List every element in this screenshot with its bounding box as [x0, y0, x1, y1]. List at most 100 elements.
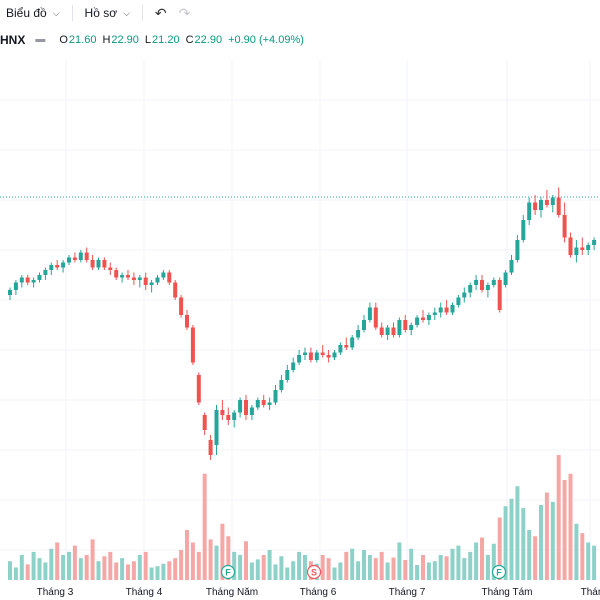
volume-bar: [249, 562, 254, 580]
candle-body: [367, 307, 372, 320]
volume-bar: [149, 567, 154, 580]
candle-body: [244, 400, 248, 415]
volume-bar: [267, 550, 272, 580]
volume-bar: [78, 558, 83, 580]
volume-bar: [120, 558, 125, 580]
volume-bar: [391, 557, 396, 580]
event-marker-icon[interactable]: [491, 564, 507, 580]
candle-body: [226, 415, 231, 420]
volume-bar: [320, 555, 325, 580]
volume-bar: [403, 560, 408, 580]
candle-body: [568, 237, 573, 255]
volume-bar: [285, 567, 290, 580]
volume-bar: [438, 555, 443, 580]
candle-body: [308, 352, 313, 360]
candle-body: [285, 370, 290, 380]
volume-bar: [232, 551, 237, 580]
volume-bar: [421, 555, 425, 580]
candle-body: [485, 285, 490, 290]
volume-bar: [255, 559, 260, 580]
candle-body: [90, 260, 95, 268]
volume-bar: [521, 508, 526, 580]
candle-body: [474, 280, 479, 285]
candle-body: [320, 352, 325, 355]
volume-bar: [49, 548, 54, 580]
x-tick-label: Thán: [581, 587, 600, 598]
volume-bar: [544, 492, 549, 580]
candle-body: [586, 245, 591, 250]
candle-body: [556, 197, 561, 215]
candle-body: [61, 262, 66, 268]
event-marker-letter: F: [496, 568, 502, 578]
volume-bar: [114, 562, 119, 580]
chevron-down-icon: ⌵: [52, 7, 60, 18]
candle-body: [303, 352, 307, 355]
candle-body: [403, 320, 408, 330]
candle-body: [314, 352, 319, 360]
volume-bar: [37, 558, 42, 580]
volume-bar: [550, 501, 555, 580]
volume-bar: [344, 551, 349, 580]
candle-body: [409, 325, 414, 330]
candle-body: [155, 277, 160, 283]
volume-bar: [503, 506, 508, 580]
symbol-label: HNX: [0, 33, 26, 47]
toolbar-divider: [141, 5, 143, 21]
volume-bar: [373, 558, 378, 580]
candle-body: [37, 275, 42, 280]
x-tick-label: Tháng 6: [300, 587, 337, 598]
volume-bar: [161, 563, 166, 580]
candle-body: [31, 280, 36, 283]
event-marker-icon[interactable]: [220, 564, 236, 580]
ohlc-legend: HNX ▬ O 21.60 H 22.90 L 21.20 C 22.90 +0.90 …: [0, 30, 310, 50]
x-tick-label: Tháng 3: [37, 587, 74, 598]
event-marker-icon[interactable]: [306, 564, 322, 580]
volume-bar: [131, 561, 136, 580]
redo-icon[interactable]: ↷: [178, 4, 191, 21]
volume-bar: [143, 551, 148, 580]
volume-bar: [173, 558, 178, 580]
volume-bar: [450, 548, 455, 580]
candle-body: [509, 260, 514, 273]
undo-icon[interactable]: ↶: [154, 4, 167, 21]
low-value: 21.20: [152, 34, 180, 46]
candle-body: [167, 272, 172, 283]
candle-body: [373, 307, 378, 328]
open-value: 21.60: [68, 34, 97, 46]
candle-body: [497, 280, 502, 310]
volume-bar: [338, 562, 343, 580]
volume-bar: [415, 565, 420, 580]
volume-bar: [279, 556, 284, 580]
volume-bar: [214, 545, 219, 580]
volume-bar: [456, 545, 461, 580]
chart-menu-button[interactable]: Biểu đồ ⌵: [0, 2, 66, 24]
hide-icon[interactable]: ▬: [35, 34, 46, 45]
volume-bar: [13, 567, 18, 580]
volume-bar: [137, 555, 142, 580]
volume-bar: [509, 498, 514, 580]
volume-bar: [8, 561, 12, 580]
volume-bar: [468, 551, 473, 580]
candle-body: [415, 317, 420, 325]
volume-bar: [367, 555, 372, 580]
chart-menu-label: Biểu đồ: [6, 6, 47, 20]
volume-bar: [297, 551, 302, 580]
candle-body: [208, 440, 213, 455]
candle-body: [179, 297, 184, 315]
volume-bar: [533, 536, 538, 580]
volume-bar: [326, 558, 331, 580]
volume-bar: [61, 555, 66, 580]
volume-bar: [67, 551, 71, 580]
volume-bar: [126, 564, 130, 580]
candle-body: [108, 267, 113, 270]
volume-bar: [31, 551, 36, 580]
volume-bar: [332, 567, 337, 580]
candle-body: [385, 327, 390, 335]
candle-body: [220, 410, 225, 415]
profile-menu-button[interactable]: Hồ sơ ⌵: [79, 2, 136, 24]
candle-body: [267, 402, 272, 405]
candle-body: [527, 202, 532, 220]
volume-bar: [55, 542, 60, 580]
volume-bar: [385, 562, 390, 580]
